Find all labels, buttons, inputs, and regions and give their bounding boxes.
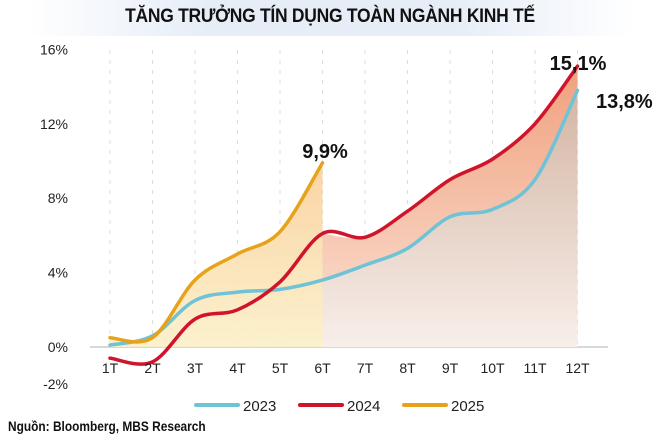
legend-label: 2025 bbox=[451, 398, 484, 415]
y-tick-label: -2% bbox=[43, 376, 68, 392]
y-tick-label: 16% bbox=[40, 41, 68, 57]
x-tick-label: 5T bbox=[272, 360, 289, 376]
chart-title: TĂNG TRƯỞNG TÍN DỤNG TOÀN NGÀNH KINH TẾ bbox=[26, 0, 634, 36]
x-tick-label: 11T bbox=[523, 360, 547, 376]
source-note: Nguồn: Bloomberg, MBS Research bbox=[8, 418, 206, 434]
area-2025 bbox=[110, 162, 323, 347]
x-tick-label: 10T bbox=[480, 360, 505, 376]
legend-label: 2023 bbox=[243, 398, 276, 415]
legend-label: 2024 bbox=[347, 398, 380, 415]
series-line-2024 bbox=[108, 64, 580, 366]
y-tick-label: 8% bbox=[48, 190, 68, 206]
x-tick-label: 2T bbox=[144, 360, 161, 376]
series-line-2023 bbox=[108, 88, 580, 347]
x-tick-label: 9T bbox=[442, 360, 459, 376]
x-tick-label: 3T bbox=[187, 360, 204, 376]
x-tick-label: 7T bbox=[357, 360, 374, 376]
x-tick-label: 6T bbox=[314, 360, 331, 376]
x-tick-label: 12T bbox=[565, 360, 590, 376]
annotation-2025-end: 9,9% bbox=[302, 141, 348, 163]
y-tick-label: 4% bbox=[48, 265, 68, 281]
y-tick-label: 0% bbox=[48, 339, 68, 355]
series-line-2025 bbox=[108, 161, 325, 344]
x-tick-label: 4T bbox=[229, 360, 246, 376]
annotation-2023-end: 13,8% bbox=[596, 91, 653, 113]
x-tick-label: 8T bbox=[399, 360, 416, 376]
y-tick-label: 12% bbox=[40, 116, 68, 132]
x-tick-label: 1T bbox=[102, 360, 119, 376]
annotation-2024-end: 15,1% bbox=[550, 53, 607, 75]
